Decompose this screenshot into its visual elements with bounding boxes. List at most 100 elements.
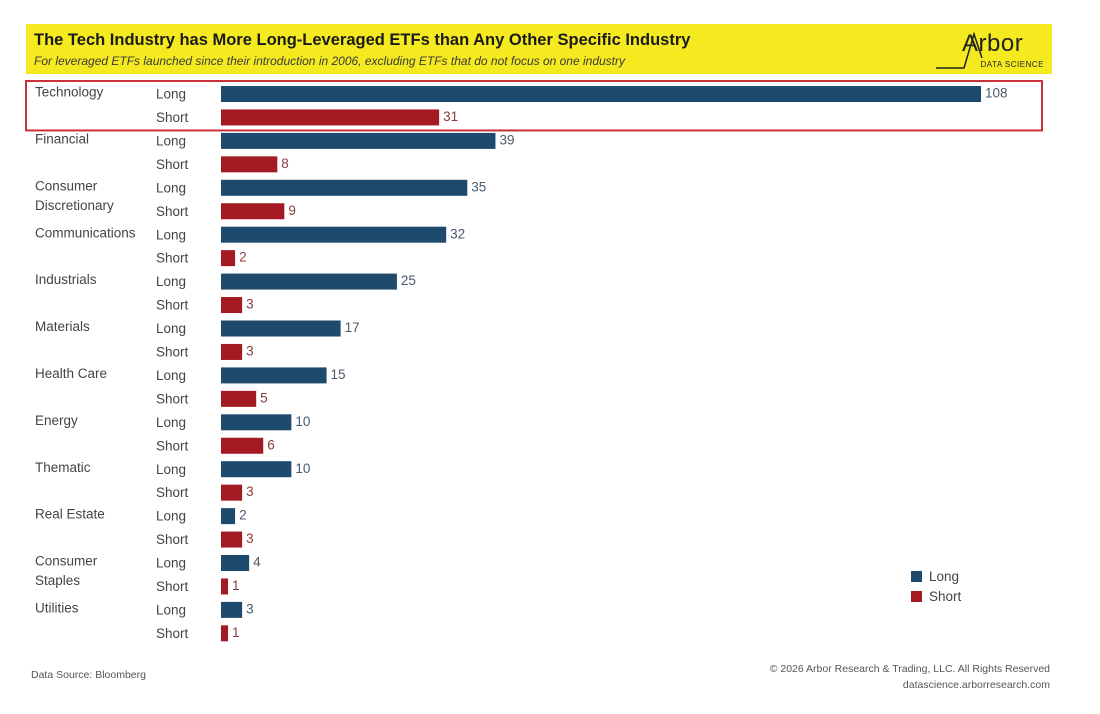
value-label-long-technology: 108 [985, 86, 1008, 101]
category-label-energy: Energy [35, 413, 78, 428]
bar-long-consumer-discretionary [221, 179, 468, 196]
bar-long-utilities [221, 601, 243, 618]
arbor-logo-mark-icon [936, 31, 983, 69]
chart-header: The Tech Industry has More Long-Leverage… [26, 24, 1052, 74]
value-label-long-consumer-discretionary: 35 [471, 179, 486, 194]
value-label-long-thematic: 10 [295, 461, 310, 476]
legend-swatch-long [911, 570, 922, 582]
value-label-long-industrials: 25 [401, 273, 416, 288]
bar-short-utilities [221, 625, 229, 642]
row-label-long-technology: Long [156, 87, 186, 102]
row-label-short-industrials: Short [156, 298, 189, 313]
row-label-short-consumer-discretionary: Short [156, 204, 189, 219]
category-label-utilities: Utilities [35, 600, 79, 615]
category-label-consumer-staples: Consumer [35, 554, 98, 569]
value-label-long-materials: 17 [345, 320, 360, 335]
bar-short-thematic [221, 484, 243, 501]
category-label-consumer-staples: Staples [35, 573, 80, 588]
bar-short-industrials [221, 297, 243, 314]
value-label-long-consumer-staples: 4 [253, 555, 261, 570]
bar-short-technology [221, 109, 440, 126]
value-label-long-real-estate: 2 [239, 508, 247, 523]
copyright-text: © 2026 Arbor Research & Trading, LLC. Al… [769, 663, 1050, 675]
category-label-materials: Materials [35, 319, 90, 334]
category-label-health-care: Health Care [35, 366, 107, 381]
row-label-long-thematic: Long [156, 462, 186, 477]
legend-item-short: Short [911, 586, 961, 606]
bar-short-real-estate [221, 531, 243, 548]
value-label-short-consumer-staples: 1 [232, 578, 240, 593]
value-label-short-utilities: 1 [232, 625, 240, 640]
row-label-short-technology: Short [156, 110, 189, 125]
logo-subtext: DATA SCIENCE [980, 60, 1044, 69]
category-label-consumer-discretionary: Discretionary [35, 198, 114, 213]
category-label-thematic: Thematic [35, 460, 91, 475]
highlight-box-technology [25, 80, 1043, 132]
bar-short-consumer-staples [221, 578, 229, 595]
value-label-long-health-care: 15 [331, 367, 346, 382]
legend-swatch-short [911, 590, 922, 602]
row-label-long-health-care: Long [156, 368, 186, 383]
row-label-long-consumer-staples: Long [156, 556, 186, 571]
row-label-long-real-estate: Long [156, 509, 186, 524]
bar-long-consumer-staples [221, 555, 250, 571]
legend-label-long: Long [929, 568, 960, 584]
value-label-short-consumer-discretionary: 9 [288, 203, 296, 218]
row-label-long-energy: Long [156, 415, 186, 430]
row-label-short-utilities: Short [156, 626, 189, 641]
bar-long-real-estate [221, 508, 236, 525]
bar-long-communications [221, 226, 447, 243]
value-label-short-energy: 6 [267, 437, 275, 452]
value-label-long-communications: 32 [450, 226, 465, 241]
bar-short-communications [221, 250, 236, 267]
value-label-short-real-estate: 3 [246, 531, 254, 546]
category-label-financial: Financial [35, 131, 89, 146]
logo-text: Arbor [962, 30, 1024, 57]
category-label-real-estate: Real Estate [35, 507, 105, 522]
bar-long-financial [221, 132, 496, 149]
value-label-short-industrials: 3 [246, 297, 254, 312]
value-label-short-materials: 3 [246, 344, 254, 359]
value-label-long-financial: 39 [499, 132, 514, 147]
row-label-long-financial: Long [156, 133, 186, 148]
chart-title: The Tech Industry has More Long-Leverage… [34, 31, 691, 49]
row-label-short-health-care: Short [156, 391, 189, 406]
bar-long-materials [221, 320, 341, 337]
bar-long-energy [221, 414, 292, 431]
chart-subtitle: For leveraged ETFs launched since their … [34, 54, 625, 68]
value-label-long-energy: 10 [295, 414, 310, 429]
website-text: datascience.arborresearch.com [902, 679, 1050, 691]
value-label-short-thematic: 3 [246, 484, 254, 499]
row-label-long-industrials: Long [156, 274, 186, 289]
row-label-long-consumer-discretionary: Long [156, 180, 186, 195]
footer-credits: © 2026 Arbor Research & Trading, LLC. Al… [770, 661, 1050, 693]
category-label-industrials: Industrials [35, 272, 97, 287]
category-label-technology: Technology [35, 85, 104, 100]
value-label-short-technology: 31 [443, 109, 458, 124]
legend-item-long: Long [911, 566, 961, 586]
legend-label-short: Short [929, 588, 962, 604]
bar-long-health-care [221, 367, 327, 384]
bar-short-energy [221, 437, 264, 454]
category-label-communications: Communications [35, 225, 136, 240]
bar-long-thematic [221, 461, 292, 478]
row-label-long-communications: Long [156, 227, 186, 242]
row-label-long-utilities: Long [156, 602, 186, 617]
bar-short-consumer-discretionary [221, 203, 285, 220]
value-label-short-financial: 8 [281, 156, 289, 171]
chart-legend: Long Short [911, 566, 961, 606]
row-label-long-materials: Long [156, 321, 186, 336]
arbor-logo: Arbor DATA SCIENCE [934, 28, 1046, 72]
data-source: Data Source: Bloomberg [31, 669, 146, 681]
value-label-short-health-care: 5 [260, 390, 268, 405]
category-label-consumer-discretionary: Consumer [35, 178, 98, 193]
row-label-short-thematic: Short [156, 485, 189, 500]
row-label-short-energy: Short [156, 438, 189, 453]
row-label-short-consumer-staples: Short [156, 579, 189, 594]
row-label-short-communications: Short [156, 251, 189, 266]
bar-short-financial [221, 156, 278, 173]
value-label-long-utilities: 3 [246, 601, 254, 616]
bar-short-materials [221, 343, 243, 360]
bar-long-technology [221, 86, 981, 102]
